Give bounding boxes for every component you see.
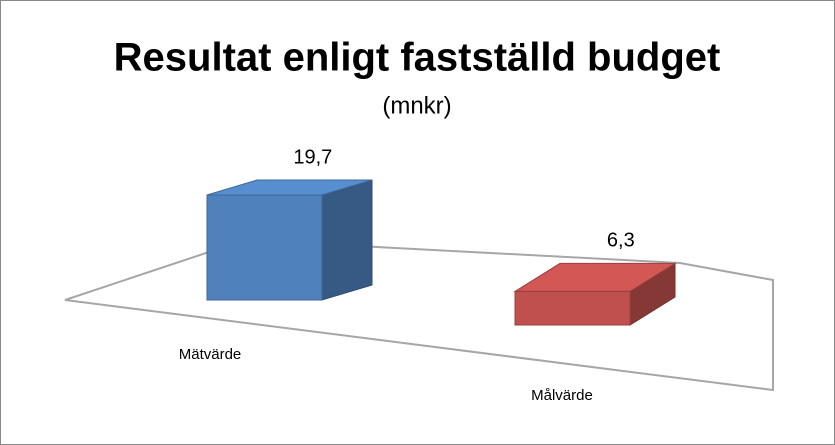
bar <box>206 194 323 301</box>
chart-title: Resultat enligt fastställd budget <box>114 36 721 80</box>
data-label: 6,3 <box>607 230 635 252</box>
data-label: 19,7 <box>293 146 332 168</box>
bar-side <box>321 179 373 301</box>
x-tick-label: Målvärde <box>531 387 593 404</box>
chart-subtitle: (mnkr) <box>382 92 451 119</box>
bar <box>514 290 631 326</box>
x-tick-label: Mätvärde <box>179 346 242 363</box>
